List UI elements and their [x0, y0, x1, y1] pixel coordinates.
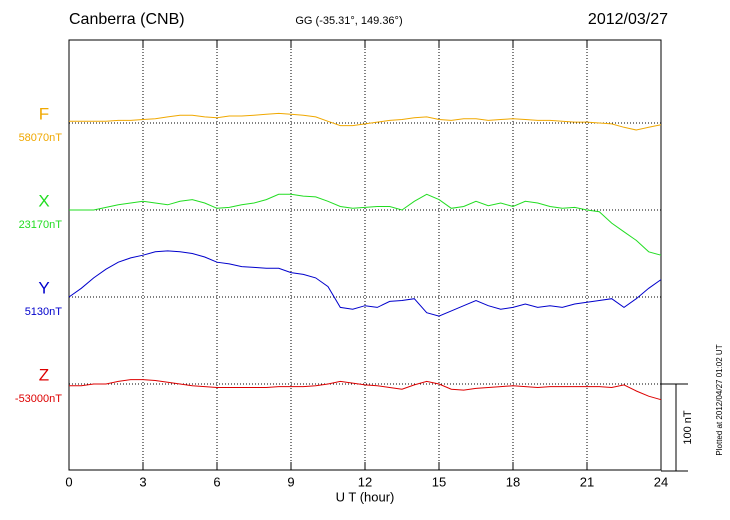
- series-name: Z: [39, 365, 49, 384]
- series-line: [69, 193, 662, 256]
- series-name: F: [39, 104, 49, 123]
- x-tick-label: 12: [358, 474, 372, 489]
- series-name: X: [38, 191, 49, 210]
- baseline-label: 58070nT: [19, 132, 63, 144]
- plot-note: Plotted at 2012/04/27 01:02 UT: [715, 344, 724, 455]
- series-line: [69, 112, 662, 131]
- x-tick-label: 9: [287, 474, 294, 489]
- x-tick-label: 18: [506, 474, 520, 489]
- scale-bar-label: 100 nT: [682, 410, 694, 445]
- x-tick-label: 15: [432, 474, 446, 489]
- x-tick-label: 3: [139, 474, 146, 489]
- x-tick-label: 6: [213, 474, 220, 489]
- series-line: [68, 250, 662, 317]
- plot-frame: [68, 39, 662, 471]
- series-name: Y: [38, 278, 49, 297]
- chart-subtitle: GG (-35.31°, 149.36°): [295, 15, 402, 27]
- chart-date: 2012/03/27: [588, 11, 668, 28]
- baseline-label: 23170nT: [19, 219, 63, 231]
- x-tick-label: 21: [580, 474, 594, 489]
- series-line: [69, 379, 662, 401]
- chart-title: Canberra (CNB): [69, 11, 185, 28]
- x-axis-label: U T (hour): [336, 489, 395, 504]
- baseline-label: 5130nT: [25, 306, 63, 318]
- baseline-label: -53000nT: [15, 393, 62, 405]
- x-tick-label: 0: [65, 474, 72, 489]
- x-tick-label: 24: [654, 474, 668, 489]
